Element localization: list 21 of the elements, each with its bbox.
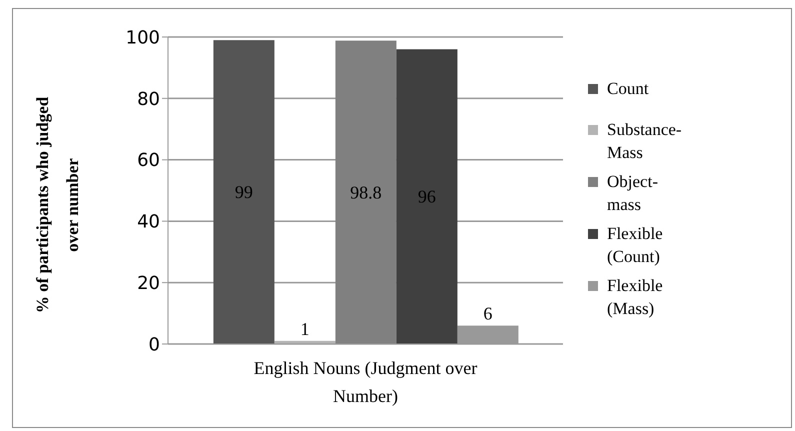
- y-axis-title: % of participants who judged over number: [32, 96, 83, 316]
- y-tick-label: 80: [137, 88, 160, 110]
- y-tick-label: 60: [137, 150, 160, 172]
- bar: [396, 49, 458, 344]
- legend-label: Flexible (Count): [607, 223, 664, 268]
- x-tick-label: English Nouns (Judgment over Number): [254, 358, 478, 406]
- bar: [335, 40, 396, 344]
- legend-label: Flexible (Mass): [607, 275, 664, 320]
- y-tick-label: 100: [126, 27, 160, 48]
- legend-label: Substance-Mass: [607, 119, 682, 164]
- y-tick-label: 40: [137, 212, 160, 233]
- y-tick-label: 20: [137, 272, 160, 294]
- y-tick-label: 0: [148, 334, 160, 356]
- data-label: 98.8: [350, 182, 382, 202]
- legend-label: Count: [607, 78, 650, 100]
- data-label: 1: [300, 318, 310, 339]
- data-label: 96: [418, 186, 436, 207]
- data-label: 99: [234, 182, 253, 202]
- data-label: 6: [483, 304, 492, 324]
- bar: [213, 40, 274, 344]
- legend-label: Object-mass: [607, 171, 659, 216]
